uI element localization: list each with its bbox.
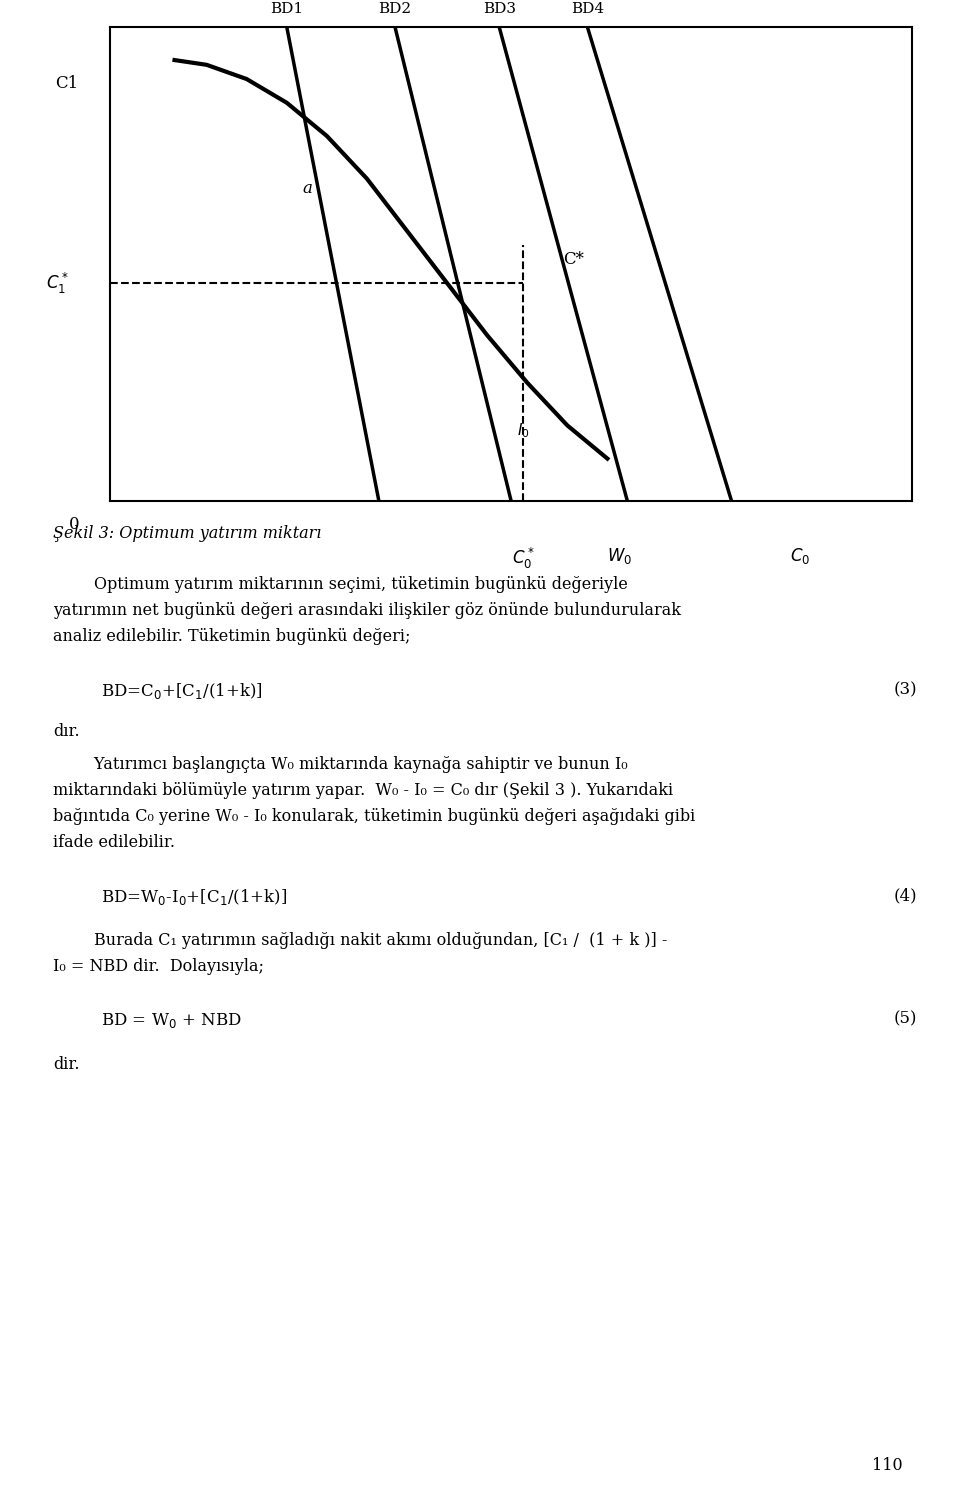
Text: Burada C₁ yatırımın sağladığı nakit akımı olduğundan, [C₁ /  (1 + k )] -: Burada C₁ yatırımın sağladığı nakit akım… (53, 931, 667, 949)
Text: Şekil 3: Optimum yatırım miktarı: Şekil 3: Optimum yatırım miktarı (53, 525, 322, 542)
Text: analiz edilebilir. Tüketimin bugünkü değeri;: analiz edilebilir. Tüketimin bugünkü değ… (53, 628, 410, 645)
Text: (4): (4) (893, 886, 917, 904)
Text: miktarındaki bölümüyle yatırım yapar.  W₀ - I₀ = C₀ dır (Şekil 3 ). Yukarıdaki: miktarındaki bölümüyle yatırım yapar. W₀… (53, 782, 673, 798)
Text: $I_0$: $I_0$ (516, 421, 530, 440)
Text: a: a (302, 181, 313, 197)
Text: dir.: dir. (53, 1056, 80, 1073)
Text: BD3: BD3 (483, 1, 516, 15)
Text: BD1: BD1 (270, 1, 303, 15)
Text: C*: C* (564, 251, 585, 269)
Text: $W_0$: $W_0$ (607, 546, 632, 565)
Text: BD2: BD2 (378, 1, 412, 15)
Text: $C_0^*$: $C_0^*$ (512, 546, 535, 571)
Text: $C_0$: $C_0$ (790, 546, 810, 565)
Text: Yatırımcı başlangıçta W₀ miktarında kaynağa sahiptir ve bunun I₀: Yatırımcı başlangıçta W₀ miktarında kayn… (53, 756, 628, 773)
Text: (3): (3) (893, 680, 917, 698)
Text: (5): (5) (894, 1012, 917, 1028)
Text: 0: 0 (68, 516, 80, 533)
Text: BD=W$_0$-I$_0$+[C$_1$/(1+k)]: BD=W$_0$-I$_0$+[C$_1$/(1+k)] (101, 886, 287, 907)
Text: BD=C$_0$+[C$_1$/(1+k)]: BD=C$_0$+[C$_1$/(1+k)] (101, 680, 262, 701)
Text: dır.: dır. (53, 724, 80, 740)
Text: C1: C1 (56, 75, 79, 93)
Text: ifade edilebilir.: ifade edilebilir. (53, 834, 175, 850)
Text: 110: 110 (872, 1458, 902, 1474)
Text: BD4: BD4 (571, 1, 604, 15)
Text: $C_1^*$: $C_1^*$ (46, 270, 69, 295)
Text: BD = W$_0$ + NBD: BD = W$_0$ + NBD (101, 1012, 242, 1029)
Text: bağıntıda C₀ yerine W₀ - I₀ konularak, tüketimin bugünkü değeri aşağıdaki gibi: bağıntıda C₀ yerine W₀ - I₀ konularak, t… (53, 809, 695, 825)
Text: Optimum yatırım miktarının seçimi, tüketimin bugünkü değeriyle: Optimum yatırım miktarının seçimi, tüket… (53, 576, 628, 592)
Text: I₀ = NBD dir.  Dolayısıyla;: I₀ = NBD dir. Dolayısıyla; (53, 958, 264, 974)
Text: yatırımın net bugünkü değeri arasındaki ilişkiler göz önünde bulundurularak: yatırımın net bugünkü değeri arasındaki … (53, 601, 681, 619)
